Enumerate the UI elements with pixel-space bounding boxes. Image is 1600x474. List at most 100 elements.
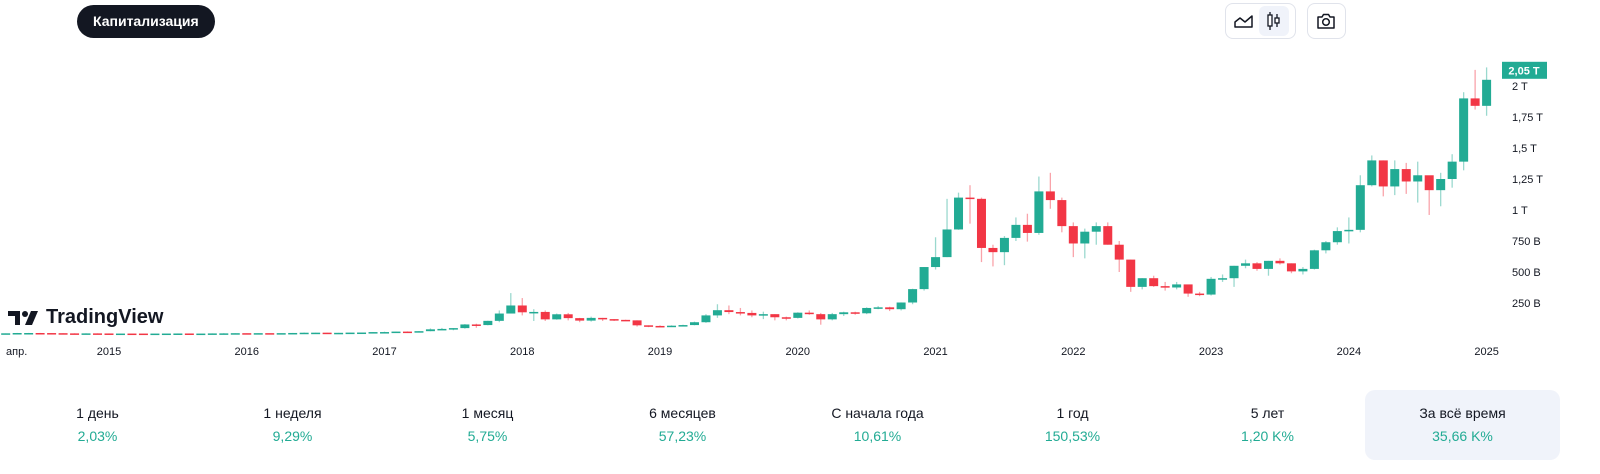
- candle-body: [219, 333, 229, 335]
- candle: [1195, 291, 1205, 297]
- x-tick-label: 2025: [1474, 346, 1498, 358]
- candle-body: [598, 317, 608, 320]
- candle: [265, 333, 275, 335]
- x-tick-label: 2023: [1199, 346, 1223, 358]
- candle: [368, 332, 378, 334]
- stat-3[interactable]: 6 месяцев 57,23%: [585, 390, 780, 460]
- candle: [529, 309, 539, 321]
- candle-body: [230, 333, 240, 335]
- snapshot-group: [1307, 3, 1346, 39]
- stat-0[interactable]: 1 день 2,03%: [0, 390, 195, 460]
- candle-body: [793, 312, 803, 318]
- candle: [1298, 267, 1308, 275]
- stat-4[interactable]: С начала года 10,61%: [780, 390, 975, 460]
- candle-body: [1, 333, 11, 335]
- stat-6[interactable]: 5 лет 1,20 K%: [1170, 390, 1365, 460]
- candle: [885, 306, 895, 312]
- stat-1[interactable]: 1 неделя 9,29%: [195, 390, 390, 460]
- price-badge-label: 2,05 T: [1508, 65, 1539, 77]
- area-chart-icon: [1234, 15, 1253, 28]
- x-tick-label: 2018: [510, 346, 534, 358]
- candle: [988, 244, 998, 267]
- candle-body: [173, 333, 183, 335]
- candle: [770, 314, 780, 321]
- price-badge-bg: [1502, 61, 1547, 79]
- candle-body: [494, 313, 504, 321]
- candle-body: [265, 333, 275, 335]
- tradingview-logo[interactable]: TradingView: [8, 306, 163, 329]
- candlestick-button[interactable]: [1259, 6, 1289, 36]
- candle-body: [1470, 98, 1480, 106]
- candle: [299, 332, 309, 335]
- candle-body: [1160, 286, 1170, 288]
- candle-body: [1309, 250, 1319, 269]
- snapshot-button[interactable]: [1311, 6, 1341, 36]
- candle: [942, 198, 952, 258]
- candle-body: [322, 332, 332, 335]
- capitalization-button[interactable]: Капитализация: [77, 5, 215, 38]
- candle: [173, 333, 183, 335]
- y-tick-label: 250 B: [1512, 298, 1541, 310]
- candle-body: [138, 333, 148, 336]
- tradingview-logo-icon: [8, 310, 38, 325]
- candle: [494, 310, 504, 323]
- stat-value: 1,20 K%: [1241, 428, 1294, 444]
- candle: [460, 324, 470, 329]
- candle-body: [839, 312, 849, 315]
- candle-body: [758, 314, 768, 316]
- candle-body: [1447, 161, 1457, 179]
- candle-body: [437, 328, 447, 331]
- candle: [804, 310, 814, 315]
- candle-body: [334, 332, 344, 335]
- candle: [575, 317, 585, 323]
- candle: [701, 314, 711, 323]
- x-tick-label: 2024: [1337, 346, 1361, 358]
- candle-body: [667, 325, 677, 328]
- candle-body: [976, 198, 986, 248]
- candlestick-chart[interactable]: 250 B 500 B 750 B 1 T 1,25 T 1,5 T 1,75 T 2 T а…: [0, 0, 1600, 370]
- candles: [1, 67, 1492, 336]
- stat-5[interactable]: 1 год 150,53%: [975, 390, 1170, 460]
- candle-body: [1413, 175, 1423, 182]
- candle: [999, 236, 1009, 266]
- candle: [712, 304, 722, 318]
- stat-7[interactable]: За всё время 35,66 K%: [1365, 390, 1560, 460]
- candle: [1183, 284, 1193, 297]
- candle: [1045, 172, 1055, 209]
- candle-body: [655, 325, 665, 328]
- y-tick-label: 1 T: [1512, 205, 1528, 217]
- candle: [230, 333, 240, 335]
- candle: [655, 325, 665, 328]
- candle-body: [1252, 263, 1262, 269]
- candle: [1080, 228, 1090, 259]
- area-chart-button[interactable]: [1229, 6, 1259, 36]
- candle: [1482, 67, 1492, 116]
- candle-body: [471, 324, 481, 326]
- candle: [115, 333, 125, 336]
- candle-body: [104, 333, 114, 335]
- candle: [334, 332, 344, 335]
- candle-body: [1114, 244, 1124, 260]
- stat-2[interactable]: 1 месяц 5,75%: [390, 390, 585, 460]
- candle: [621, 319, 631, 322]
- candle-body: [1286, 263, 1296, 272]
- candle-body: [621, 319, 631, 322]
- stat-label: За всё время: [1419, 405, 1506, 421]
- candle-body: [47, 333, 57, 335]
- candle-body: [1321, 242, 1331, 251]
- candle: [862, 307, 872, 315]
- x-tick-label: 2020: [786, 346, 810, 358]
- candle-body: [1091, 226, 1101, 232]
- candle-body: [1298, 268, 1308, 272]
- candle-body: [448, 328, 458, 330]
- candle-body: [540, 311, 550, 320]
- stat-label: С начала года: [831, 405, 924, 421]
- candle: [1401, 162, 1411, 194]
- candle: [1367, 155, 1377, 187]
- candle-body: [12, 333, 22, 335]
- x-tick-label: 2017: [372, 346, 396, 358]
- candle: [380, 331, 390, 334]
- x-tick-label: 2019: [648, 346, 672, 358]
- candle-body: [747, 312, 757, 316]
- candle: [678, 324, 688, 327]
